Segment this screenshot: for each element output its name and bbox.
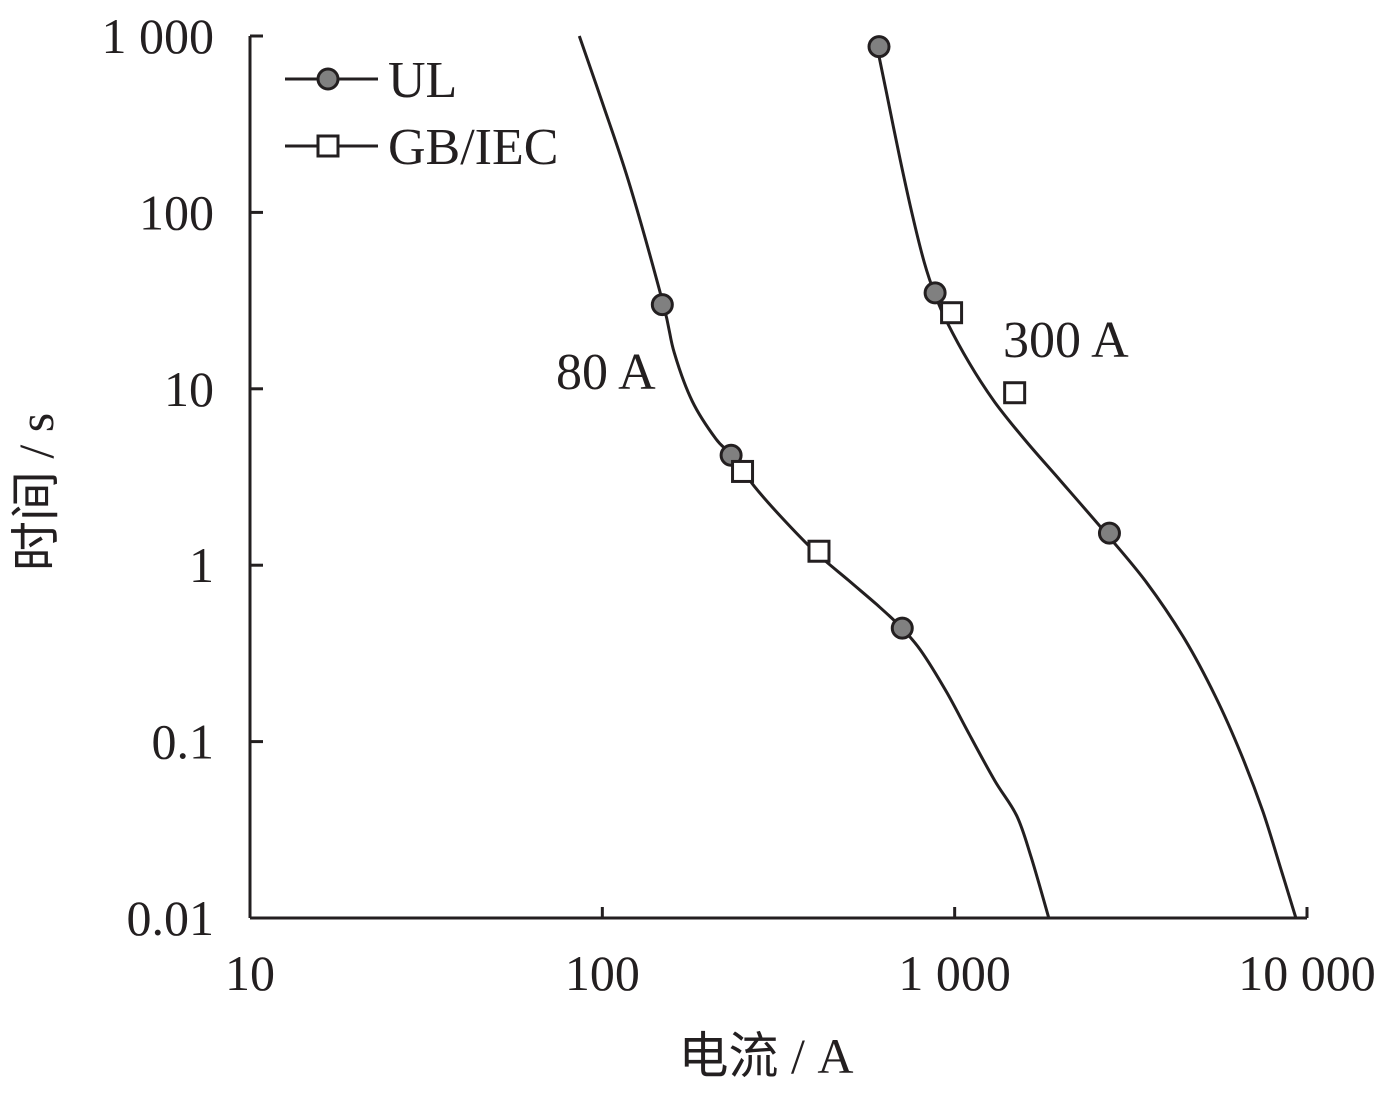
x-tick-label: 10 000 <box>1238 945 1376 1001</box>
y-tick-label: 10 <box>164 361 214 417</box>
y-tick-label: 0.01 <box>127 890 215 946</box>
legend: UL GB/IEC <box>285 52 558 176</box>
x-tick-label: 100 <box>565 945 640 1001</box>
axes: 10 100 1 000 10 000 1 000 100 10 1 0.1 0.01 <box>102 8 1376 1001</box>
gbiec-marker <box>1003 381 1027 405</box>
gbiec-marker <box>940 301 964 325</box>
curve-annotations: 80 A 300 A <box>556 312 1129 401</box>
ul-marker <box>1097 521 1121 545</box>
gbiec-marker <box>731 459 755 483</box>
curve-label-80a: 80 A <box>556 344 656 401</box>
y-tick-label: 0.1 <box>152 714 215 770</box>
y-tick-label: 1 <box>189 537 214 593</box>
ul-marker <box>650 293 674 317</box>
legend-label-ul: UL <box>388 52 457 109</box>
legend-marker-gbiec <box>316 134 340 158</box>
y-axis-title: 时间 / s <box>8 413 64 571</box>
y-tick-label: 100 <box>139 184 214 240</box>
ul-marker <box>867 35 891 59</box>
x-axis-title: 电流 / A <box>679 1028 854 1084</box>
curve-300a <box>875 43 1298 919</box>
x-tick-label: 10 <box>225 945 275 1001</box>
curves <box>577 35 1298 919</box>
legend-label-gbiec: GB/IEC <box>388 119 558 176</box>
gbiec-marker <box>807 539 831 563</box>
y-tick-label: 1 000 <box>102 8 215 64</box>
ul-marker <box>923 281 947 305</box>
x-tick-label: 1 000 <box>898 945 1011 1001</box>
curve-label-300a: 300 A <box>1003 312 1129 369</box>
ul-marker <box>890 616 914 640</box>
legend-marker-ul <box>316 67 340 91</box>
markers <box>650 35 1121 640</box>
curve-80a <box>577 35 1051 919</box>
